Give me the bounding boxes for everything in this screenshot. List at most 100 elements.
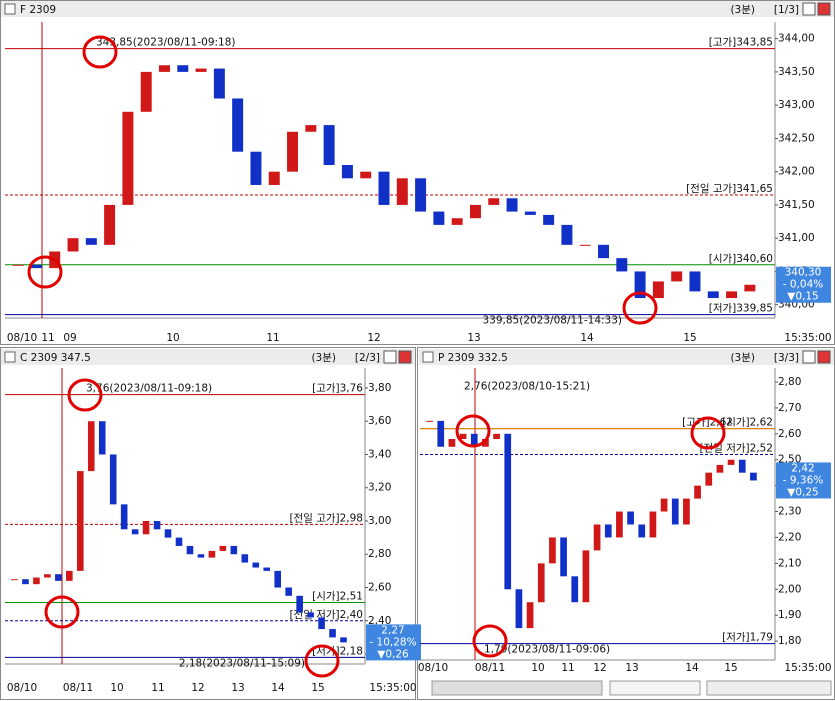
candle [683, 498, 690, 525]
y-tick-label: 2,00 [778, 583, 801, 595]
y-tick-label: 1,80 [778, 635, 801, 647]
close-button[interactable] [817, 350, 831, 364]
highlight-circle [455, 414, 491, 448]
maximize-button[interactable] [802, 350, 816, 364]
maximize-button[interactable] [383, 350, 397, 364]
price-box-text: ▼0,26 [377, 648, 409, 660]
candle [561, 224, 573, 245]
candle [22, 579, 29, 585]
candle [318, 617, 325, 630]
candle [142, 520, 150, 535]
close-button[interactable] [817, 2, 831, 16]
y-tick-label: 2,60 [368, 582, 391, 594]
candle [213, 68, 225, 99]
x-tick-label: 12 [593, 662, 606, 674]
candle [159, 65, 170, 72]
x-tick-label: 12 [367, 332, 380, 344]
highlight-circle [67, 378, 103, 412]
candle [177, 65, 189, 72]
x-tick-label: 11 [266, 332, 279, 344]
y-tick-label: 2,70 [778, 402, 801, 414]
panel-title: F 2309 [20, 4, 56, 16]
candle [488, 198, 500, 205]
price-box-text: ▼0,25 [787, 486, 818, 498]
candle [660, 498, 668, 512]
y-tick-label: 2,30 [778, 506, 801, 518]
checkbox[interactable] [422, 351, 434, 363]
y-tick-label: 2,80 [778, 376, 801, 388]
candle [652, 281, 664, 299]
candle [579, 244, 591, 246]
x-tick-label: 12 [191, 682, 204, 694]
panel-header [1, 1, 834, 17]
candle [122, 111, 134, 205]
extreme-note: 2,76(2023/08/10-15:21) [464, 380, 590, 392]
candle [164, 529, 172, 538]
checkbox[interactable] [4, 351, 16, 363]
candle [638, 524, 646, 538]
y-tick-label: 2,80 [368, 548, 391, 560]
candle [604, 524, 612, 538]
candle [250, 151, 262, 185]
candle [649, 511, 657, 538]
candle [87, 421, 95, 472]
level-label: [저가]339,85 [709, 303, 773, 315]
scrollbar[interactable] [431, 680, 603, 696]
candle [506, 198, 518, 212]
toolbar-buttons[interactable] [706, 680, 832, 696]
price-box-text: 2,27 [381, 624, 404, 636]
y-tick-label: 344,00 [778, 33, 815, 45]
candle [694, 485, 701, 499]
candle [30, 264, 42, 269]
candle [671, 271, 683, 282]
zoom-slider[interactable] [609, 680, 701, 696]
candle [504, 433, 512, 590]
extreme-note: 3,76(2023/08/11-09:18) [86, 383, 212, 395]
x-tick-label: 11 [561, 662, 574, 674]
interval: (3분) [311, 352, 336, 364]
x-tick-label: 11 [41, 332, 54, 344]
y-tick-label: 342,00 [778, 166, 815, 178]
price-box [776, 462, 831, 499]
panel-header [1, 349, 415, 365]
x-tick-label: 08/10 [7, 332, 37, 344]
candle [482, 438, 489, 447]
candle [186, 545, 194, 555]
level-label: [저가]1,79 [722, 632, 773, 644]
candle [515, 589, 523, 629]
candle [153, 520, 161, 530]
candle [634, 271, 646, 299]
maximize-button[interactable] [802, 2, 816, 16]
candle [360, 171, 372, 179]
candle [208, 550, 216, 558]
candle [11, 579, 18, 581]
candle [744, 284, 756, 292]
x-tick-label: 08/10 [418, 662, 448, 674]
candle [470, 433, 478, 447]
candle [12, 264, 24, 266]
candle [131, 529, 139, 535]
candle [323, 125, 335, 166]
price-box-text: - 10,28% [369, 636, 416, 648]
y-tick-label: 2,40 [368, 615, 391, 627]
candle [230, 545, 238, 555]
x-tick-label: 09 [63, 332, 76, 344]
panel-border [0, 347, 416, 700]
candle [55, 574, 62, 581]
candle [537, 563, 545, 603]
level-label: [시가]2,62 [722, 417, 773, 429]
candle [307, 612, 314, 618]
candle [598, 244, 609, 259]
candle [263, 567, 271, 571]
close-button[interactable] [398, 350, 412, 364]
y-tick-label: 341,50 [778, 199, 815, 211]
candle [433, 211, 445, 225]
candle [252, 562, 260, 568]
candle [451, 218, 463, 225]
panel-title: C 2309 347.5 [20, 352, 91, 364]
price-box [366, 624, 421, 661]
candle [396, 178, 408, 205]
candle [415, 178, 427, 212]
candle [543, 214, 555, 225]
checkbox[interactable] [4, 3, 16, 15]
